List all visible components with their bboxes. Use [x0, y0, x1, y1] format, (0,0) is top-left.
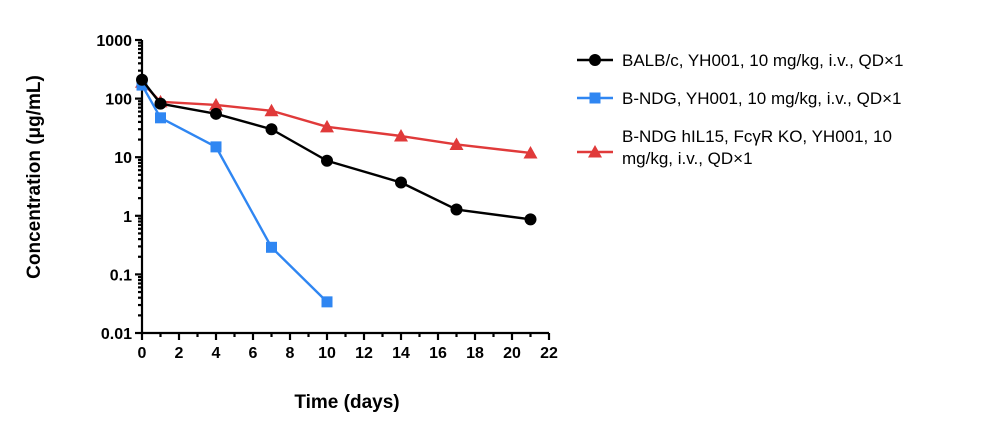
data-point-circle [136, 73, 148, 86]
y-axis-title: Concentration (μg/mL) [24, 75, 45, 279]
data-point-circle [524, 213, 537, 226]
legend-item: B-NDG hIL15, FcγR KO, YH001, 10 mg/kg, i.… [577, 127, 892, 168]
y-tick-label: 100 [105, 92, 132, 109]
data-point-triangle [449, 137, 464, 150]
series-circle [136, 73, 537, 226]
x-tick-label: 18 [466, 345, 484, 362]
plot-area [135, 73, 538, 308]
y-tick-label: 1 [123, 209, 132, 226]
series-triangle [135, 75, 538, 159]
x-tick-label: 16 [429, 345, 447, 362]
x-tick-label: 12 [355, 345, 373, 362]
legend-label: mg/kg, i.v., QD×1 [622, 149, 753, 168]
axes: 0 2 4 6 8 10 12 14 16 18 20 22 0.01 0.1 1 10 100 1000 [96, 33, 558, 362]
x-tick-label: 20 [503, 345, 521, 362]
x-tick-label: 0 [138, 345, 147, 362]
data-point-circle [589, 54, 601, 66]
x-tick-label: 2 [175, 345, 184, 362]
legend-label: B-NDG, YH001, 10 mg/kg, i.v., QD×1 [622, 89, 902, 108]
x-tick-label: 6 [249, 345, 258, 362]
x-axis-title: Time (days) [294, 392, 399, 413]
series-square [136, 79, 333, 308]
data-point-circle [450, 203, 463, 216]
legend-label: BALB/c, YH001, 10 mg/kg, i.v., QD×1 [622, 51, 903, 70]
data-point-square [210, 141, 222, 153]
data-point-square [589, 92, 601, 104]
data-point-triangle [264, 103, 279, 117]
series-line [141, 78, 531, 221]
legend-label: B-NDG hIL15, FcγR KO, YH001, 10 [622, 127, 892, 146]
y-tick-label: 1000 [96, 33, 132, 50]
data-point-triangle [320, 119, 334, 133]
data-point-triangle [588, 145, 602, 158]
data-point-circle [154, 97, 167, 110]
data-point-circle [210, 107, 222, 120]
data-point-square [321, 296, 333, 308]
y-tick-label: 0.01 [101, 326, 132, 343]
x-tick-label: 22 [540, 345, 558, 362]
y-tick-label: 0.1 [110, 267, 132, 284]
data-point-triangle [523, 145, 538, 159]
legend: BALB/c, YH001, 10 mg/kg, i.v., QD×1 B-NDG… [577, 51, 903, 168]
data-point-square [266, 241, 277, 253]
x-tick-label: 10 [318, 345, 336, 362]
data-point-triangle [394, 129, 408, 142]
x-tick-label: 8 [286, 345, 295, 362]
data-point-square [155, 112, 166, 124]
data-point-circle [265, 123, 278, 136]
x-tick-label: 14 [392, 345, 410, 362]
legend-item: B-NDG, YH001, 10 mg/kg, i.v., QD×1 [577, 89, 902, 108]
series-line [141, 81, 531, 155]
data-point-circle [321, 154, 333, 167]
data-point-circle [395, 176, 407, 189]
data-point-triangle [209, 97, 223, 111]
y-tick-label: 10 [114, 150, 132, 167]
x-tick-label: 4 [212, 345, 221, 362]
legend-item: BALB/c, YH001, 10 mg/kg, i.v., QD×1 [577, 51, 903, 70]
